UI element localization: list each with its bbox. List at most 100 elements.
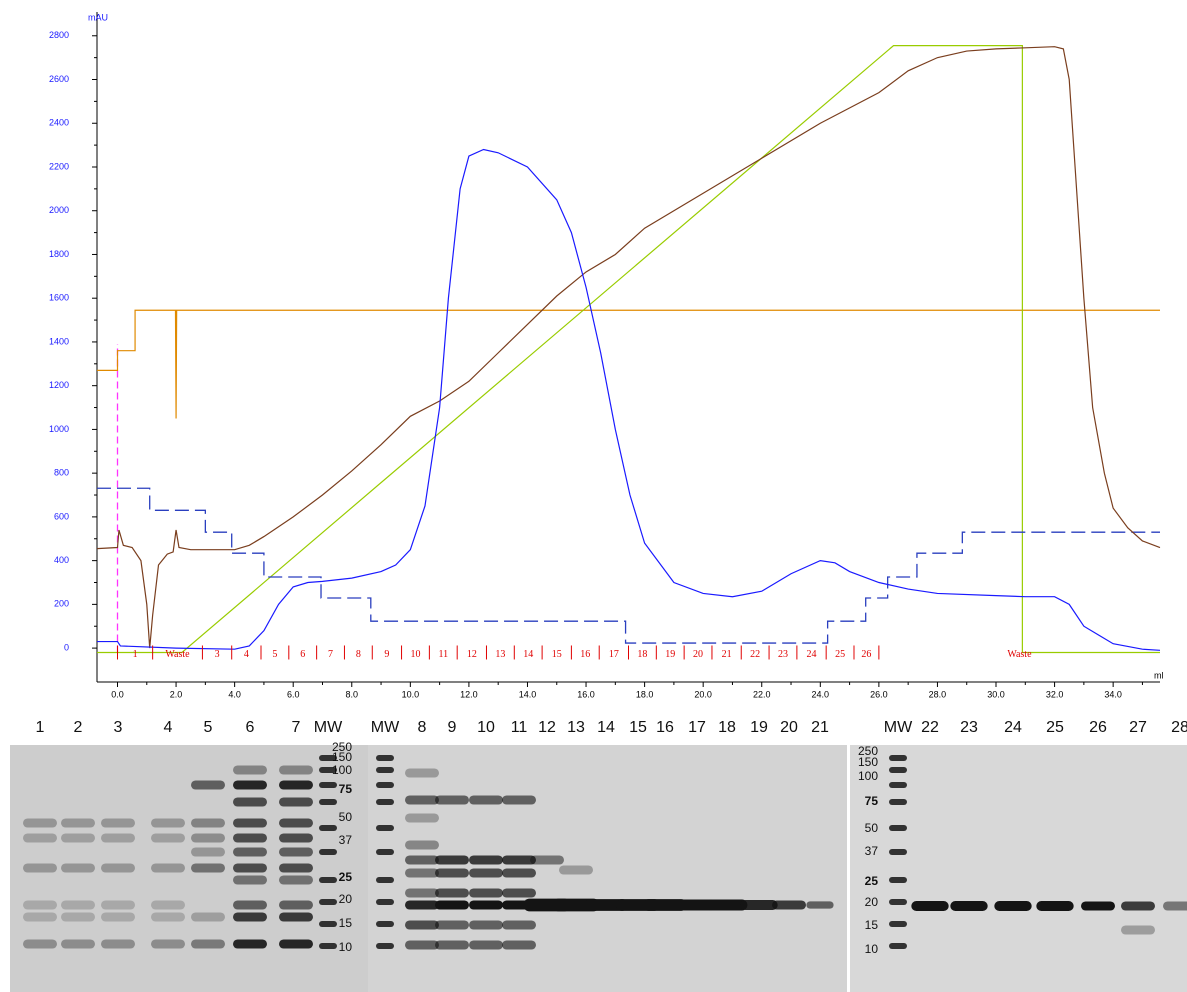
fraction-label: 25 (835, 649, 845, 660)
fraction-label: 22 (750, 649, 760, 660)
ladder-band (889, 921, 907, 927)
x-tick-label: 18.0 (636, 689, 654, 699)
protein-band (279, 847, 313, 857)
ladder-band (319, 825, 337, 831)
protein-band (191, 818, 225, 828)
fraction-label: 15 (552, 649, 562, 660)
mw-label: 10 (865, 942, 879, 956)
ladder-band (376, 849, 394, 855)
ladder-band (376, 799, 394, 805)
mw-label: 100 (858, 769, 878, 783)
mw-label: 25 (865, 874, 879, 888)
protein-band (279, 875, 313, 885)
fraction-label: 10 (410, 649, 420, 660)
protein-band (233, 833, 267, 843)
protein-band (405, 855, 439, 865)
lane-label: 27 (1129, 719, 1147, 736)
fraction-label: 20 (693, 649, 703, 660)
protein-band (435, 940, 469, 950)
fraction-label: 11 (438, 649, 448, 660)
protein-band (151, 833, 185, 843)
protein-band (405, 813, 439, 823)
protein-band (23, 833, 57, 843)
fraction-label: 19 (665, 649, 675, 660)
protein-band (233, 939, 267, 949)
y-tick-label: 1200 (49, 380, 69, 390)
protein-band (1081, 901, 1115, 911)
ladder-band (889, 877, 907, 883)
x-tick-label: 28.0 (929, 689, 947, 699)
protein-band (191, 847, 225, 857)
protein-band (233, 875, 267, 885)
protein-band (1121, 901, 1155, 911)
ladder-band (889, 799, 907, 805)
y-tick-label: 2400 (49, 118, 69, 128)
protein-band (469, 900, 503, 910)
protein-band (642, 899, 688, 911)
ladder-band (376, 921, 394, 927)
protein-band (61, 912, 95, 922)
protein-band (151, 818, 185, 828)
lane-label: MW (884, 719, 913, 736)
lane-label: 12 (538, 719, 556, 736)
fraction-label: Waste (165, 649, 190, 660)
x-tick-label: 24.0 (812, 689, 830, 699)
mw-label: 150 (858, 755, 878, 769)
y-tick-label: 1600 (49, 293, 69, 303)
mw-label: 50 (865, 821, 879, 835)
x-tick-label: 34.0 (1104, 689, 1122, 699)
fraction-label: 13 (495, 649, 505, 660)
protein-band (101, 863, 135, 873)
x-tick-label: 16.0 (577, 689, 595, 699)
protein-band (950, 900, 988, 912)
ladder-band (376, 755, 394, 761)
protein-band (23, 939, 57, 949)
y-tick-label: 2600 (49, 74, 69, 84)
mw-label: 75 (339, 782, 353, 796)
ladder-band (376, 943, 394, 949)
lane-label: 13 (567, 719, 585, 736)
protein-band (61, 863, 95, 873)
fraction-label: 14 (523, 649, 533, 660)
ladder-band (889, 825, 907, 831)
ladder-band (319, 899, 337, 905)
protein-band (233, 780, 267, 790)
x-tick-label: 14.0 (519, 689, 537, 699)
ladder-band (889, 943, 907, 949)
mw-label: 20 (865, 895, 879, 909)
protein-band (1036, 900, 1074, 912)
y-tick-label: 200 (54, 599, 69, 609)
ladder-band (376, 877, 394, 883)
y-tick-label: 600 (54, 511, 69, 521)
protein-band (279, 818, 313, 828)
lane-label: 4 (164, 719, 173, 736)
protein-band (502, 888, 536, 898)
x-tick-label: 30.0 (987, 689, 1005, 699)
protein-band (502, 868, 536, 878)
y-tick-label: 0 (64, 642, 69, 652)
fraction-label: 18 (637, 649, 647, 660)
fraction-label: 5 (272, 649, 277, 660)
y-tick-label: 1800 (49, 249, 69, 259)
protein-band (911, 900, 949, 912)
fraction-label: 7 (328, 649, 333, 660)
protein-band (233, 900, 267, 910)
lane-label: 6 (246, 719, 255, 736)
ladder-band (376, 782, 394, 788)
lane-label: 11 (511, 719, 528, 736)
protein-band (151, 912, 185, 922)
fraction-label: 9 (384, 649, 389, 660)
lane-label: 2 (74, 719, 83, 736)
mw-label: 75 (865, 794, 879, 808)
fraction-label: 26 (861, 649, 871, 660)
mw-label: 15 (865, 918, 879, 932)
protein-band (405, 868, 439, 878)
ladder-band (319, 799, 337, 805)
mw-label: 37 (865, 844, 879, 858)
ladder-band (319, 767, 337, 773)
y-axis-label: mAU (88, 12, 108, 22)
protein-band (469, 855, 503, 865)
protein-band (530, 855, 564, 865)
protein-band (740, 899, 778, 911)
protein-band (435, 888, 469, 898)
